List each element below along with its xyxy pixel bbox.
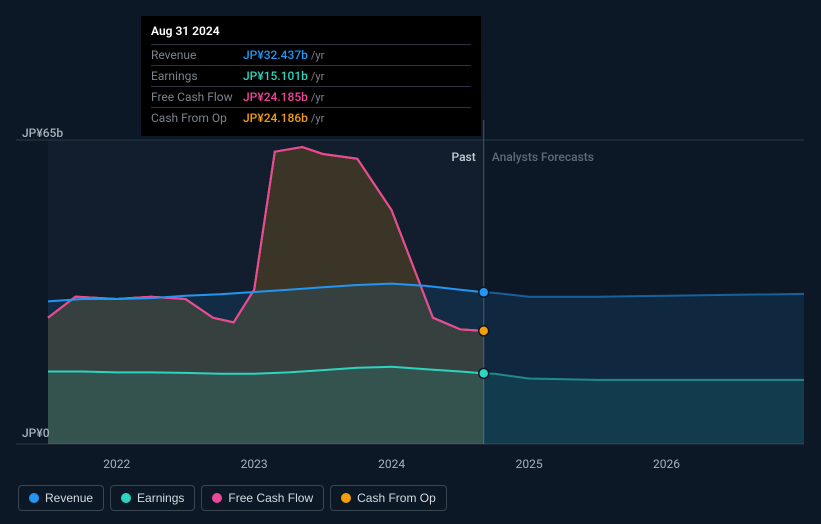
legend-item-earnings[interactable]: Earnings xyxy=(110,485,195,511)
legend-item-revenue[interactable]: Revenue xyxy=(18,485,104,511)
tooltip-row-label: Earnings xyxy=(151,69,243,83)
x-axis-tick-label: 2023 xyxy=(241,457,268,471)
region-label-forecast: Analysts Forecasts xyxy=(492,150,594,164)
chart-legend: Revenue Earnings Free Cash Flow Cash From O… xyxy=(18,485,447,511)
tooltip-row: EarningsJP¥15.101b/yr xyxy=(151,65,471,86)
tooltip-row-unit: /yr xyxy=(311,70,324,83)
financial-chart: JP¥65b JP¥0 2022 2023 2024 2025 2026 Past An… xyxy=(0,0,821,524)
tooltip-row-value: JP¥24.185b xyxy=(243,90,308,104)
legend-dot-icon xyxy=(341,493,351,503)
x-axis-tick-label: 2026 xyxy=(653,457,680,471)
legend-item-label: Earnings xyxy=(137,491,184,505)
y-axis-min-label: JP¥0 xyxy=(22,426,50,440)
tooltip-row-unit: /yr xyxy=(311,112,324,125)
legend-item-label: Free Cash Flow xyxy=(228,491,313,505)
tooltip-row-value: JP¥32.437b xyxy=(243,48,308,62)
tooltip-row: Free Cash FlowJP¥24.185b/yr xyxy=(151,86,471,107)
tooltip-row-label: Revenue xyxy=(151,48,243,62)
tooltip-row-label: Free Cash Flow xyxy=(151,90,243,104)
legend-dot-icon xyxy=(212,493,222,503)
y-axis-max-label: JP¥65b xyxy=(22,126,63,140)
tooltip-date: Aug 31 2024 xyxy=(151,24,471,38)
legend-dot-icon xyxy=(121,493,131,503)
legend-item-cfo[interactable]: Cash From Op xyxy=(330,485,447,511)
legend-dot-icon xyxy=(29,493,39,503)
x-axis-tick-label: 2025 xyxy=(516,457,543,471)
tooltip-row-value: JP¥24.186b xyxy=(243,111,308,125)
tooltip-row-unit: /yr xyxy=(311,49,324,62)
legend-item-label: Revenue xyxy=(45,491,93,505)
chart-tooltip: Aug 31 2024 RevenueJP¥32.437b/yrEarnings… xyxy=(141,16,481,136)
legend-item-fcf[interactable]: Free Cash Flow xyxy=(201,485,324,511)
tooltip-row-label: Cash From Op xyxy=(151,111,243,125)
x-axis-tick-label: 2024 xyxy=(378,457,405,471)
region-label-past: Past xyxy=(451,150,475,164)
x-axis-tick-label: 2022 xyxy=(103,457,130,471)
tooltip-row-value: JP¥15.101b xyxy=(243,69,308,83)
tooltip-row: Cash From OpJP¥24.186b/yr xyxy=(151,107,471,128)
tooltip-row: RevenueJP¥32.437b/yr xyxy=(151,44,471,65)
tooltip-row-unit: /yr xyxy=(311,91,324,104)
legend-item-label: Cash From Op xyxy=(357,491,436,505)
